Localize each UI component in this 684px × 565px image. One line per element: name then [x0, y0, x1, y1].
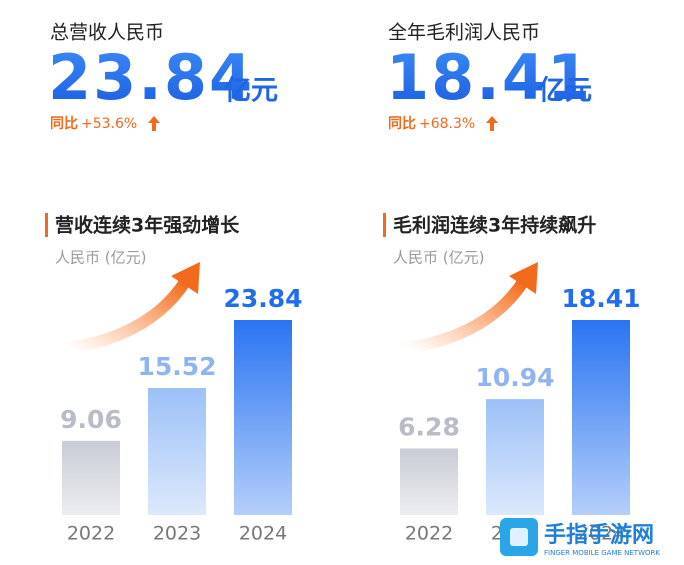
kpi-value: 23.84	[48, 41, 254, 114]
trend-arrow-body	[402, 276, 529, 354]
watermark-subtitle: FINGER MOBILE GAME NETWORK	[544, 549, 660, 557]
trend-arrow-head	[509, 262, 538, 294]
bar	[400, 448, 458, 515]
kpi-label: 总营收人民币	[50, 22, 164, 44]
value-label: 15.52	[137, 352, 216, 381]
y-axis-label: 人民币 (亿元)	[55, 249, 146, 267]
up-icon	[486, 116, 498, 131]
bar	[62, 440, 120, 515]
kpi-block: 总营收人民币 23.84 亿元 同比 +53.6%	[48, 22, 278, 133]
y-axis-label: 人民币 (亿元)	[393, 249, 484, 267]
value-label: 23.84	[223, 284, 302, 313]
bar	[148, 388, 206, 515]
watermark-logo-inner	[510, 528, 528, 546]
value-label: 9.06	[60, 405, 122, 434]
x-tick-label: 2024	[239, 523, 287, 545]
yoy-value: +53.6%	[81, 116, 137, 132]
yoy-label: 同比	[388, 115, 416, 132]
trend-arrow-head	[171, 262, 200, 294]
chart-title: 毛利润连续3年持续飙升	[393, 214, 596, 237]
kpi-unit: 亿元	[224, 76, 278, 107]
bar	[234, 320, 292, 515]
value-label: 10.94	[475, 363, 554, 392]
title-accent	[45, 213, 48, 237]
title-accent	[383, 213, 386, 237]
trend-arrow-body	[64, 276, 191, 354]
x-tick-label: 2023	[153, 523, 201, 545]
watermark: 手指手游网 FINGER MOBILE GAME NETWORK	[500, 518, 660, 557]
value-label: 6.28	[398, 412, 460, 441]
kpi-block: 全年毛利润人民币 18.41 亿元 同比 +68.3%	[386, 22, 592, 133]
yoy-value: +68.3%	[419, 116, 475, 132]
bar	[572, 320, 630, 515]
x-tick-label: 2022	[67, 523, 115, 545]
up-icon	[148, 116, 160, 131]
value-label: 18.41	[561, 284, 640, 313]
bar	[486, 399, 544, 515]
kpi-unit: 亿元	[538, 76, 592, 107]
kpi-label: 全年毛利润人民币	[388, 22, 540, 44]
watermark-name: 手指手游网	[544, 522, 654, 548]
chart-title: 营收连续3年强劲增长	[55, 214, 240, 237]
kpi-value: 18.41	[386, 41, 592, 114]
x-tick-label: 2024	[577, 523, 625, 545]
yoy-label: 同比	[50, 115, 78, 132]
x-tick-label: 2022	[405, 523, 453, 545]
